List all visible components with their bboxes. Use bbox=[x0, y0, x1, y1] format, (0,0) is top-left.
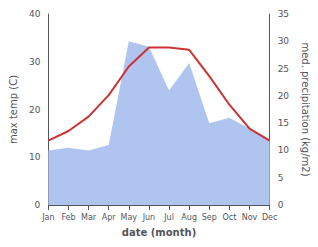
svg-text:Jul: Jul bbox=[163, 213, 174, 222]
svg-text:Mar: Mar bbox=[81, 213, 97, 222]
svg-text:Oct: Oct bbox=[222, 213, 236, 222]
svg-text:Feb: Feb bbox=[61, 213, 75, 222]
svg-text:0: 0 bbox=[278, 200, 284, 210]
svg-text:Jan: Jan bbox=[41, 213, 54, 222]
svg-text:15: 15 bbox=[278, 118, 289, 128]
svg-text:Nov: Nov bbox=[242, 213, 258, 222]
svg-text:20: 20 bbox=[278, 91, 290, 101]
svg-text:30: 30 bbox=[29, 57, 41, 67]
svg-text:40: 40 bbox=[29, 9, 41, 19]
svg-text:25: 25 bbox=[278, 64, 289, 74]
svg-text:Sep: Sep bbox=[202, 213, 217, 222]
svg-text:5: 5 bbox=[278, 173, 284, 183]
svg-text:30: 30 bbox=[278, 36, 290, 46]
svg-text:Aug: Aug bbox=[181, 213, 197, 222]
svg-text:0: 0 bbox=[35, 200, 41, 210]
svg-text:Apr: Apr bbox=[102, 213, 117, 222]
svg-text:med. precipitation (kg/m2): med. precipitation (kg/m2) bbox=[300, 42, 311, 176]
svg-text:Dec: Dec bbox=[262, 213, 277, 222]
svg-text:20: 20 bbox=[29, 105, 41, 115]
svg-text:10: 10 bbox=[29, 152, 41, 162]
svg-text:35: 35 bbox=[278, 9, 289, 19]
svg-text:10: 10 bbox=[278, 145, 290, 155]
svg-text:Jun: Jun bbox=[142, 213, 156, 222]
svg-text:date (month): date (month) bbox=[122, 227, 196, 238]
svg-text:May: May bbox=[121, 213, 138, 222]
svg-text:max temp (C): max temp (C) bbox=[8, 75, 19, 144]
